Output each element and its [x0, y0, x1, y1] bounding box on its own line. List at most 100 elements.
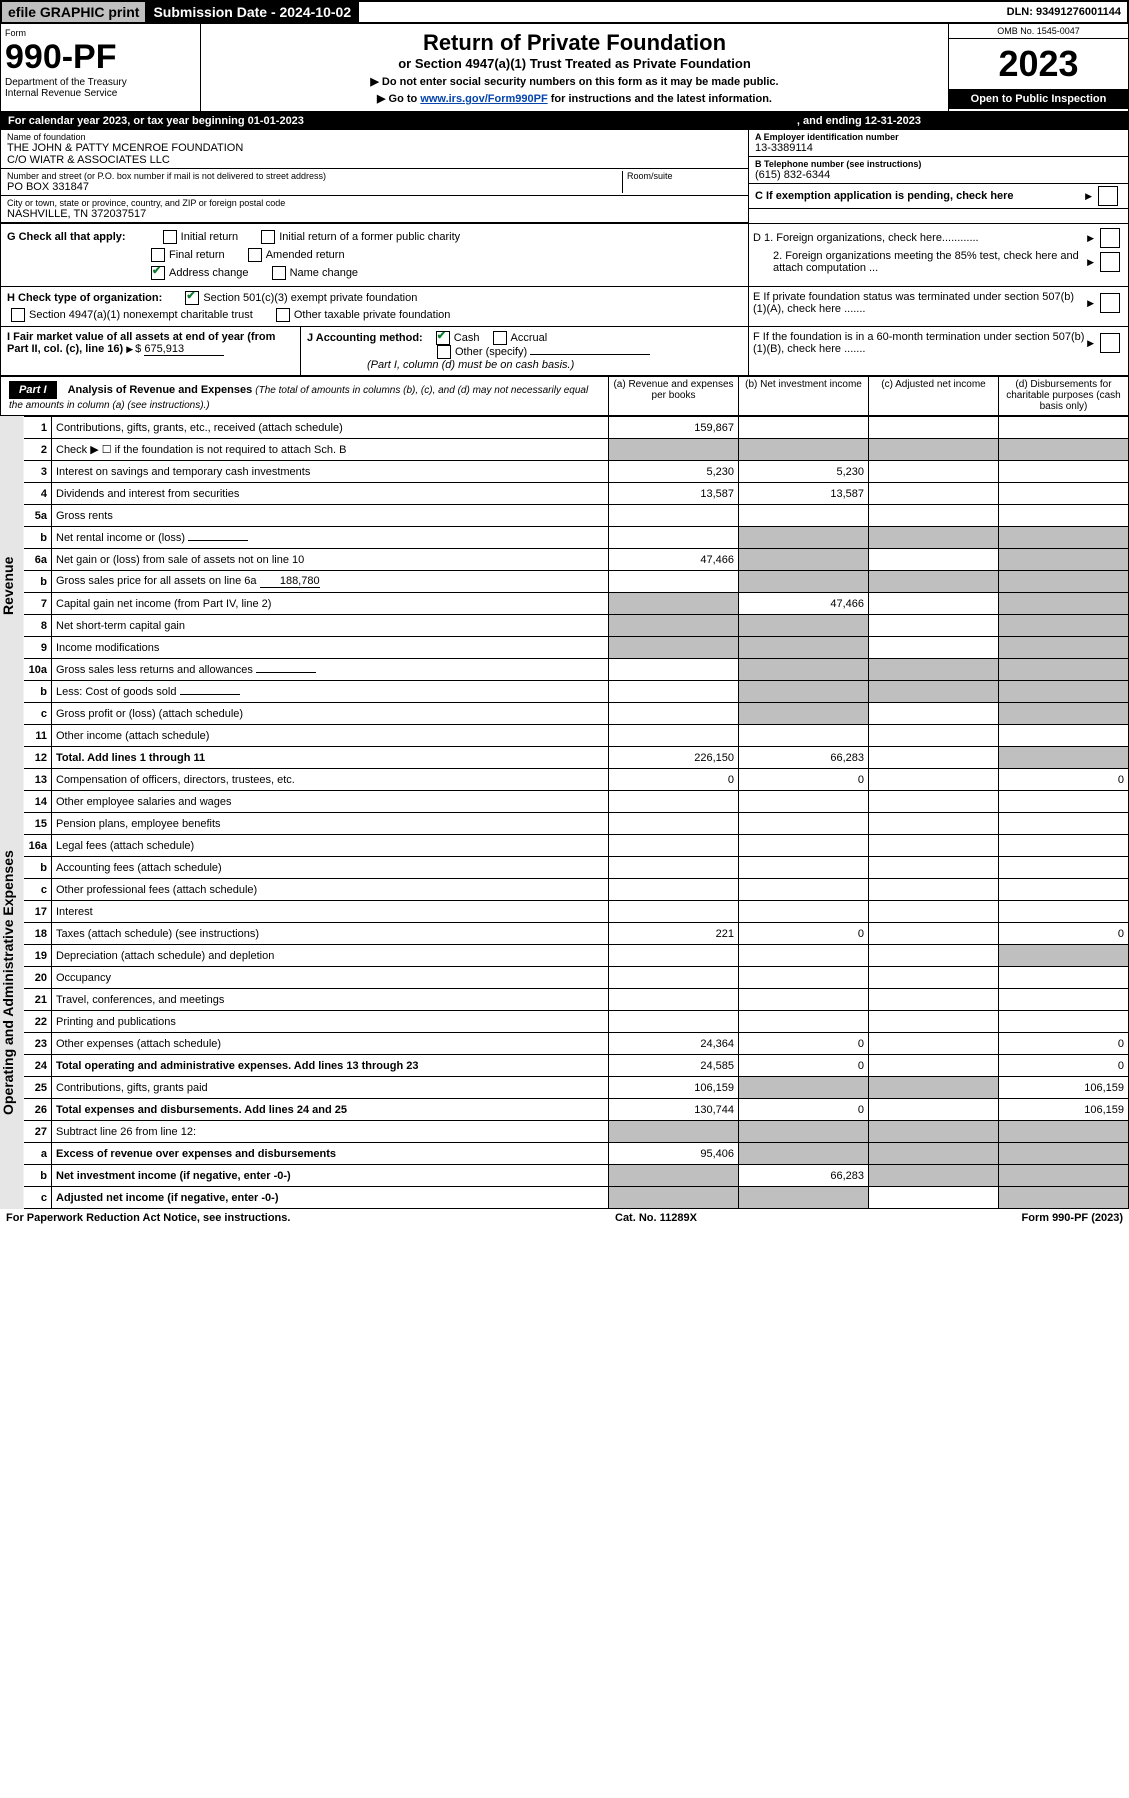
- address-change-cb[interactable]: [151, 266, 165, 280]
- col-b-val: 0: [739, 1055, 869, 1077]
- g-opt-3: Amended return: [266, 249, 345, 261]
- col-b-val: [739, 879, 869, 901]
- row-num: 24: [24, 1055, 52, 1077]
- g-opt-0: Initial return: [181, 231, 238, 243]
- note2-post: for instructions and the latest informat…: [548, 93, 772, 105]
- g-opt-5: Name change: [290, 267, 359, 279]
- arrow-icon: [126, 343, 135, 355]
- row-num: 7: [24, 593, 52, 615]
- col-c-val: [869, 835, 999, 857]
- col-c-val: [869, 439, 999, 461]
- col-d-val: [999, 703, 1129, 725]
- col-a-val: [609, 571, 739, 593]
- col-d-val: [999, 1011, 1129, 1033]
- cash-cb[interactable]: [436, 331, 450, 345]
- table-row: b Less: Cost of goods sold: [24, 681, 1129, 703]
- row-num: 15: [24, 813, 52, 835]
- col-a-val: [609, 1165, 739, 1187]
- other-tax-cb[interactable]: [276, 308, 290, 322]
- 4947-cb[interactable]: [11, 308, 25, 322]
- col-b-val: 66,283: [739, 1165, 869, 1187]
- arrow-icon: [1085, 190, 1094, 202]
- row-desc: Pension plans, employee benefits: [52, 813, 609, 835]
- table-row: 12 Total. Add lines 1 through 11 226,150…: [24, 747, 1129, 769]
- col-c-val: [869, 945, 999, 967]
- table-row: 20 Occupancy: [24, 967, 1129, 989]
- col-c: (c) Adjusted net income: [868, 377, 998, 415]
- 501c3-cb[interactable]: [185, 291, 199, 305]
- table-row: 1 Contributions, gifts, grants, etc., re…: [24, 417, 1129, 439]
- d1-cb[interactable]: [1100, 228, 1120, 248]
- col-b-val: [739, 659, 869, 681]
- row-num: 27: [24, 1121, 52, 1143]
- other-cb[interactable]: [437, 345, 451, 359]
- table-row: c Adjusted net income (if negative, ente…: [24, 1187, 1129, 1209]
- col-a-val: [609, 527, 739, 549]
- row-num: 5a: [24, 505, 52, 527]
- col-c-val: [869, 1055, 999, 1077]
- table-row: 14 Other employee salaries and wages: [24, 791, 1129, 813]
- name-label: Name of foundation: [7, 132, 742, 142]
- col-c-val: [869, 703, 999, 725]
- name-change-cb[interactable]: [272, 266, 286, 280]
- addr: PO BOX 331847: [7, 181, 622, 193]
- h-opt-0: Section 501(c)(3) exempt private foundat…: [203, 292, 417, 304]
- table-row: 13 Compensation of officers, directors, …: [24, 769, 1129, 791]
- col-c-val: [869, 461, 999, 483]
- table-row: 27 Subtract line 26 from line 12:: [24, 1121, 1129, 1143]
- row-num: b: [24, 1165, 52, 1187]
- form990pf-link[interactable]: www.irs.gov/Form990PF: [420, 93, 547, 105]
- final-return-cb[interactable]: [151, 248, 165, 262]
- table-row: 2 Check ▶ ☐ if the foundation is not req…: [24, 439, 1129, 461]
- col-b-val: [739, 681, 869, 703]
- initial-return-cb[interactable]: [163, 230, 177, 244]
- row-desc: Adjusted net income (if negative, enter …: [52, 1187, 609, 1209]
- col-b-val: 0: [739, 923, 869, 945]
- c-checkbox[interactable]: [1098, 186, 1118, 206]
- dln: DLN: 93491276001144: [1001, 4, 1127, 20]
- room-label: Room/suite: [627, 171, 742, 181]
- col-a-val: [609, 439, 739, 461]
- city-label: City or town, state or province, country…: [7, 198, 742, 208]
- col-b-val: [739, 967, 869, 989]
- initial-former-cb[interactable]: [261, 230, 275, 244]
- accrual-cb[interactable]: [493, 331, 507, 345]
- f-cb[interactable]: [1100, 333, 1120, 353]
- col-c-val: [869, 637, 999, 659]
- col-b-val: [739, 1143, 869, 1165]
- part1-title: Analysis of Revenue and Expenses: [68, 384, 253, 396]
- row-desc: Occupancy: [52, 967, 609, 989]
- col-a-val: 159,867: [609, 417, 739, 439]
- row-num: 8: [24, 615, 52, 637]
- col-c-val: [869, 879, 999, 901]
- h-label: H Check type of organization:: [7, 292, 162, 304]
- col-b-val: [739, 549, 869, 571]
- row-desc: Depreciation (attach schedule) and deple…: [52, 945, 609, 967]
- col-d-val: 106,159: [999, 1099, 1129, 1121]
- col-b-val: [739, 1077, 869, 1099]
- d2-cb[interactable]: [1100, 252, 1120, 272]
- row-desc: Subtract line 26 from line 12:: [52, 1121, 609, 1143]
- col-a-val: 106,159: [609, 1077, 739, 1099]
- col-b-val: [739, 439, 869, 461]
- row-num: 25: [24, 1077, 52, 1099]
- col-d-val: [999, 1143, 1129, 1165]
- col-a-val: [609, 615, 739, 637]
- col-b-val: [739, 813, 869, 835]
- col-c-val: [869, 527, 999, 549]
- table-row: 11 Other income (attach schedule): [24, 725, 1129, 747]
- e-cb[interactable]: [1100, 293, 1120, 313]
- amended-cb[interactable]: [248, 248, 262, 262]
- g-opt-4: Address change: [169, 267, 249, 279]
- part1-table: 1 Contributions, gifts, grants, etc., re…: [24, 416, 1129, 1209]
- row-desc: Total operating and administrative expen…: [52, 1055, 609, 1077]
- efile-button[interactable]: efile GRAPHIC print: [2, 2, 147, 22]
- col-b-val: [739, 1121, 869, 1143]
- row-num: 26: [24, 1099, 52, 1121]
- calendar-row: For calendar year 2023, or tax year begi…: [0, 112, 1129, 130]
- col-a-val: [609, 835, 739, 857]
- col-a-val: 13,587: [609, 483, 739, 505]
- row-desc: Accounting fees (attach schedule): [52, 857, 609, 879]
- row-desc: Interest: [52, 901, 609, 923]
- table-row: 17 Interest: [24, 901, 1129, 923]
